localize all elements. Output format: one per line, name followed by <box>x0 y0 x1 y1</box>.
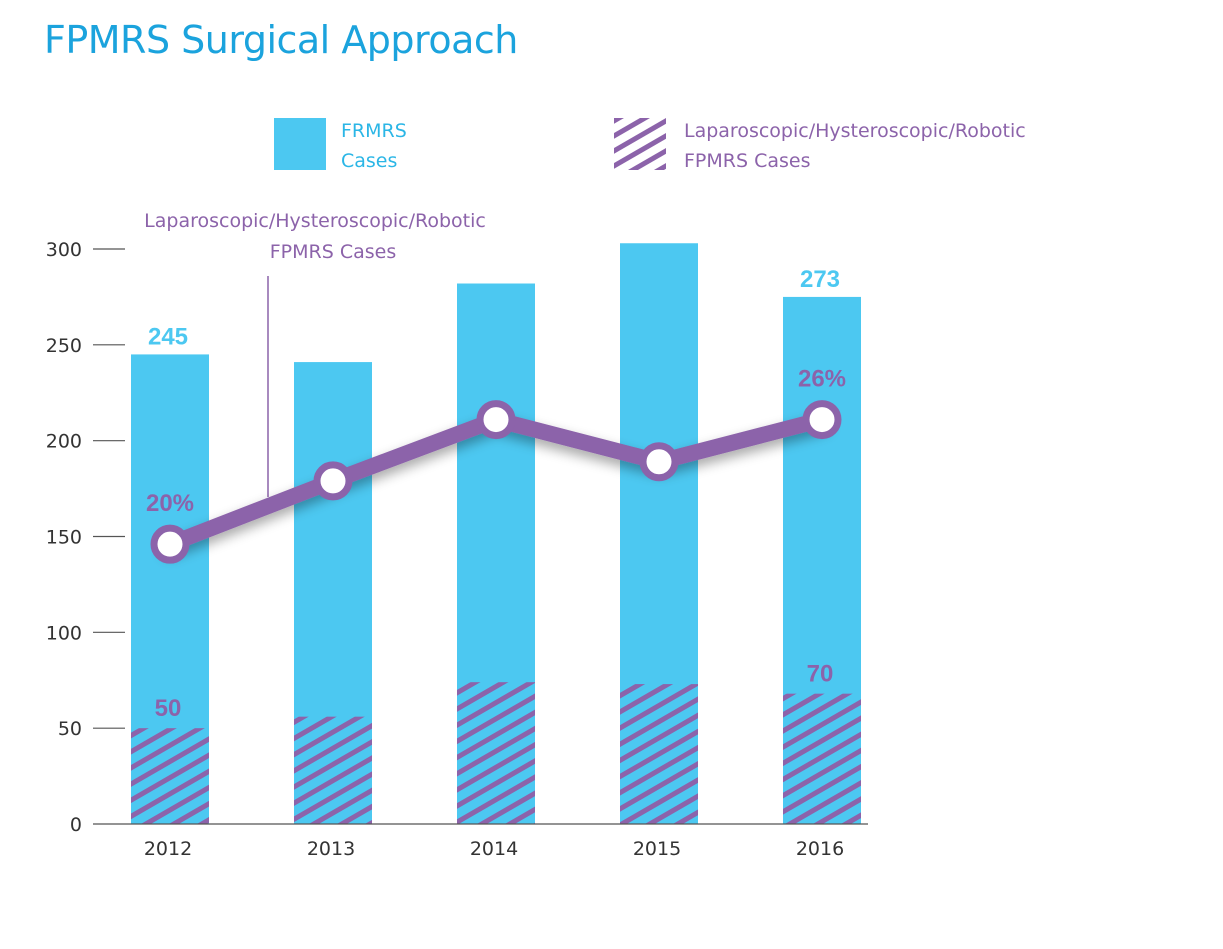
x-axis: 2012 2013 2014 2015 2016 <box>125 823 868 860</box>
x-tick-label-2014: 2014 <box>470 838 518 860</box>
legend-swatch-cases <box>274 118 326 170</box>
legend-swatch-hatched <box>614 118 666 170</box>
x-tick-label-2012: 2012 <box>144 838 192 860</box>
bar-value-label-2012: 245 <box>148 323 188 350</box>
legend-entry-hatched: Laparoscopic/Hysteroscopic/Robotic FPMRS… <box>684 116 1026 176</box>
line-point-2012 <box>150 524 190 564</box>
hatched-value-label-2012: 50 <box>155 695 182 722</box>
y-tick-label-200: 200 <box>46 431 82 453</box>
y-tick-label-250: 250 <box>46 335 82 357</box>
bar-hatched-2014 <box>457 682 535 824</box>
line-series <box>150 400 842 564</box>
bar-hatched-2015 <box>620 684 698 824</box>
hatched-value-label-2016: 70 <box>807 661 834 688</box>
line-value-label-2012: 20% <box>146 490 194 517</box>
legend-label-cases-line1: FRMRS <box>341 120 407 142</box>
line-point-2015 <box>639 442 679 482</box>
line-point-2014 <box>476 400 516 440</box>
legend-label-hatched-line1: Laparoscopic/Hysteroscopic/Robotic <box>684 120 1026 142</box>
x-tick-label-2013: 2013 <box>307 838 355 860</box>
chart-title: FPMRS Surgical Approach <box>44 18 518 62</box>
x-tick-label-2016: 2016 <box>796 838 844 860</box>
callout-label-line1: Laparoscopic/Hysteroscopic/Robotic <box>144 210 486 232</box>
callout: Laparoscopic/Hysteroscopic/Robotic FPMRS… <box>144 210 486 497</box>
line-point-2016 <box>802 400 842 440</box>
data-labels: 245 273 50 70 20% 26% <box>146 266 846 722</box>
x-tick-label-2015: 2015 <box>633 838 681 860</box>
y-tick-label-300: 300 <box>46 239 82 261</box>
y-tick-label-50: 50 <box>58 718 82 740</box>
legend-entry-cases: FRMRS Cases <box>341 116 407 176</box>
bar-hatched-2016 <box>783 693 861 824</box>
legend-label-hatched-line2: FPMRS Cases <box>684 150 811 172</box>
hatched-bars <box>131 682 861 824</box>
line-point-2013 <box>313 461 353 501</box>
y-tick-label-0: 0 <box>70 814 82 836</box>
line-value-label-2016: 26% <box>798 366 846 393</box>
bar-hatched-2012 <box>131 728 209 824</box>
callout-label-line2: FPMRS Cases <box>270 241 396 263</box>
bar-hatched-2013 <box>294 716 372 824</box>
y-axis: 0 50 100 150 200 250 300 <box>46 239 125 836</box>
y-tick-label-150: 150 <box>46 527 82 549</box>
legend-label-cases-line2: Cases <box>341 150 398 172</box>
bar-value-label-2016: 273 <box>800 266 840 293</box>
y-tick-label-100: 100 <box>46 622 82 644</box>
